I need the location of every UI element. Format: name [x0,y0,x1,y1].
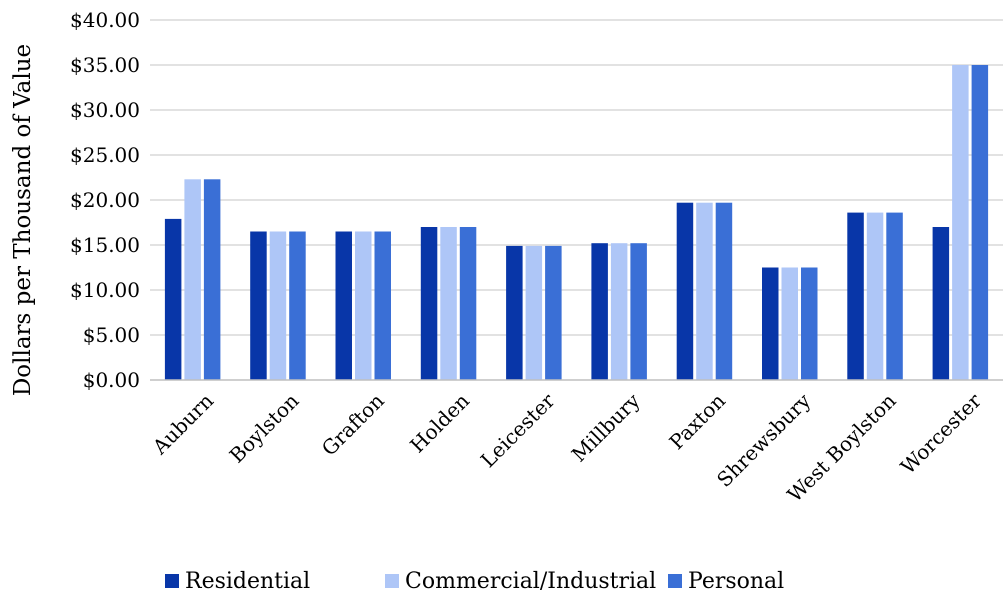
legend-item-residential: Residential [165,569,310,594]
y-tick-label: $0.00 [83,368,140,392]
x-category-label: Leicester [476,388,560,472]
bar-personal-leicester [545,245,562,380]
x-category-label: Grafton [317,388,389,460]
bar-commercial-industrial-grafton [355,231,372,380]
bar-residential-holden [420,227,438,380]
x-axis-category-labels: Auburn Boylston Grafton Holden Leicester Mill… [147,388,986,507]
bar-personal-auburn [203,179,221,380]
bar-residential-paxton [676,202,694,380]
bar-commercial-industrial-leicester [525,245,543,380]
bar-residential-grafton [335,231,352,380]
x-category-label: Auburn [147,388,218,459]
y-tick-label: $35.00 [70,53,140,77]
bar-residential-shrewsbury [762,267,779,380]
bar-commercial-industrial-shrewsbury [781,267,798,380]
bar-personal-paxton [715,202,733,380]
bar-residential-west-boylston [847,212,864,380]
legend-swatch [668,574,682,588]
legend-label: Personal [688,569,784,594]
x-category-label: Millbury [567,388,645,466]
x-category-label: Worcester [896,388,986,478]
bar-personal-worcester [971,65,989,380]
bar-residential-worcester [932,227,950,380]
bar-residential-auburn [164,218,182,380]
y-tick-label: $10.00 [70,278,140,302]
bar-residential-millbury [591,243,608,380]
y-tick-label: $15.00 [70,233,140,257]
x-category-label: Boylston [225,388,304,467]
legend-swatch [385,574,399,588]
x-category-label: Holden [405,388,474,457]
bar-commercial-industrial-holden [440,227,457,380]
legend-swatch [165,574,179,588]
y-tick-label: $20.00 [70,188,140,212]
bar-commercial-industrial-west-boylston [866,212,884,380]
bar-personal-holden [459,227,477,380]
x-category-label: Paxton [664,388,730,454]
legend-item-personal: Personal [668,569,784,594]
bar-commercial-industrial-millbury [610,243,628,380]
y-axis-title: Dollars per Thousand of Value [10,44,36,396]
bar-commercial-industrial-auburn [184,179,201,380]
bar-personal-boylston [289,231,306,380]
legend-label: Residential [185,569,310,594]
y-tick-label: $30.00 [70,98,140,122]
bar-commercial-industrial-paxton [696,202,713,380]
y-tick-label: $40.00 [70,8,140,32]
bar-personal-grafton [374,231,391,380]
bar-commercial-industrial-worcester [952,65,969,380]
bars [164,65,989,380]
legend-item-commercial-industrial: Commercial/Industrial [385,569,656,594]
bar-residential-boylston [250,231,267,380]
legend: Residential Commercial/Industrial Personal [165,569,784,594]
bar-residential-leicester [506,245,523,380]
y-tick-label: $25.00 [70,143,140,167]
bar-commercial-industrial-boylston [269,231,287,380]
y-axis-tick-labels: $0.00 $5.00 $10.00 $15.00 $20.00 $25.00 $30.00… [70,8,140,392]
legend-label: Commercial/Industrial [405,569,656,594]
bar-personal-west-boylston [886,212,903,380]
bar-personal-shrewsbury [801,267,818,380]
y-tick-label: $5.00 [83,323,140,347]
bar-personal-millbury [630,243,647,380]
